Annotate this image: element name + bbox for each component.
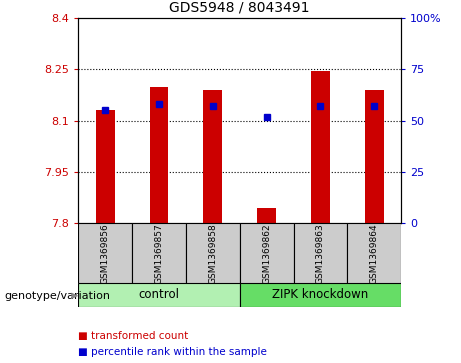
Bar	[132, 223, 186, 283]
Bar	[96, 110, 115, 223]
Text: GSM1369863: GSM1369863	[316, 223, 325, 284]
Text: control: control	[139, 289, 179, 301]
Text: ZIPK knockdown: ZIPK knockdown	[272, 289, 368, 301]
Text: ■ transformed count: ■ transformed count	[78, 331, 189, 341]
Text: ■ percentile rank within the sample: ■ percentile rank within the sample	[78, 347, 267, 357]
Text: GSM1369862: GSM1369862	[262, 223, 271, 284]
Text: GSM1369858: GSM1369858	[208, 223, 217, 284]
Bar	[294, 223, 347, 283]
Bar	[365, 90, 384, 223]
Bar	[78, 223, 132, 283]
Text: genotype/variation: genotype/variation	[5, 291, 111, 301]
Bar	[240, 283, 401, 307]
Bar	[150, 86, 168, 223]
Text: GSM1369864: GSM1369864	[370, 223, 378, 284]
Bar	[311, 71, 330, 223]
Bar	[240, 223, 294, 283]
Bar	[347, 223, 401, 283]
Bar	[78, 283, 240, 307]
Bar	[257, 208, 276, 223]
Text: GSM1369856: GSM1369856	[101, 223, 110, 284]
Bar	[186, 223, 240, 283]
Bar	[203, 90, 222, 223]
Text: GSM1369857: GSM1369857	[154, 223, 164, 284]
Title: GDS5948 / 8043491: GDS5948 / 8043491	[170, 0, 310, 14]
